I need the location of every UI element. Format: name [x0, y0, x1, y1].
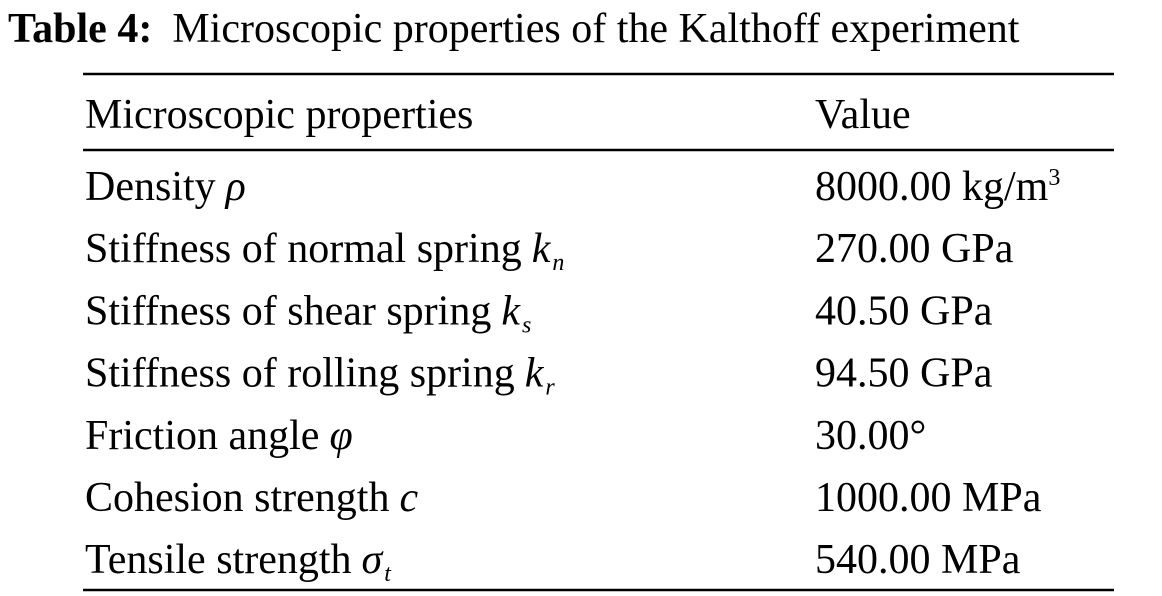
value-cell: 30.00°	[815, 413, 926, 459]
property-cell: Stiffness of normal spring kn	[85, 226, 564, 276]
property-name: Stiffness of shear spring	[85, 288, 491, 334]
subscript: r	[545, 375, 555, 401]
property-cell: Stiffness of shear spring ks	[85, 288, 531, 338]
value: 94.50 GPa	[815, 351, 993, 397]
value-cell: 1000.00 MPa	[815, 475, 1042, 521]
subscript: n	[552, 250, 564, 276]
value: 270.00 GPa	[815, 226, 1014, 272]
symbol: k	[532, 226, 552, 272]
property-name: Stiffness of rolling spring	[85, 351, 515, 397]
header-cell: Microscopic properties	[85, 92, 473, 138]
symbol: k	[501, 288, 521, 334]
value: 1000.00 MPa	[815, 475, 1042, 521]
value-cell: 94.50 GPa	[815, 351, 993, 397]
value-cell: 8000.00 kg/m3	[815, 164, 1060, 210]
value: 540.00 MPa	[815, 537, 1021, 583]
header-cell: Value	[815, 92, 911, 138]
property-cell: Cohesion strength c	[85, 475, 418, 521]
superscript: 3	[1048, 165, 1060, 191]
property-name: Tensile strength	[85, 537, 352, 583]
value: 40.50 GPa	[815, 288, 993, 334]
value-cell: 270.00 GPa	[815, 226, 1014, 272]
symbol: φ	[329, 413, 352, 459]
property-cell: Tensile strength σt	[85, 537, 392, 587]
value: 30.00°	[815, 413, 926, 459]
symbol: k	[525, 351, 545, 397]
table-caption: Table 4: Microscopic properties of the Ka…	[8, 6, 1020, 52]
value: 8000.00 kg/m	[815, 164, 1049, 210]
property-cell: Friction angle φ	[85, 413, 353, 459]
subscript: t	[384, 561, 392, 587]
property-name: Cohesion strength	[85, 475, 389, 521]
property-name: Friction angle	[85, 413, 319, 459]
property-name: Density	[85, 164, 216, 210]
symbol: σ	[362, 537, 385, 583]
value-cell: 40.50 GPa	[815, 288, 993, 334]
symbol: ρ	[224, 164, 246, 210]
caption-label: Table 4:	[8, 6, 152, 52]
property-cell: Stiffness of rolling spring kr	[85, 351, 555, 401]
property-name: Stiffness of normal spring	[85, 226, 522, 272]
symbol: c	[399, 475, 418, 521]
property-cell: Density ρ	[85, 164, 246, 210]
value-cell: 540.00 MPa	[815, 537, 1021, 583]
subscript: s	[522, 312, 531, 338]
caption-text: Microscopic properties of the Kalthoff e…	[172, 6, 1019, 52]
